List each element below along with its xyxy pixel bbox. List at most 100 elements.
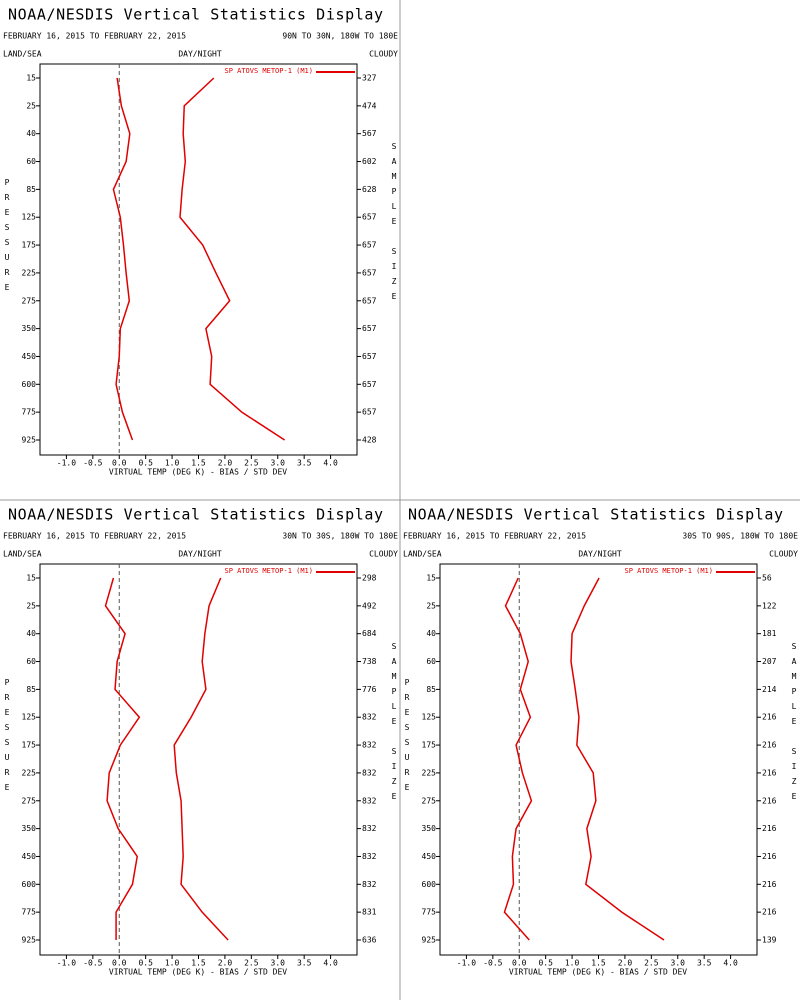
- y-tick-label: 60: [426, 657, 436, 666]
- x-tick-label: 4.0: [323, 459, 338, 468]
- sample-size: 298: [362, 574, 377, 583]
- sample-size: 832: [362, 713, 377, 722]
- sample-size: 214: [762, 685, 777, 694]
- sample-size: 684: [362, 629, 377, 638]
- sample-size: 832: [362, 852, 377, 861]
- y-tick-label: 175: [422, 741, 437, 750]
- x-tick-label: 0.0: [112, 459, 127, 468]
- subtitle: FEBRUARY 16, 2015 TO FEBRUARY 22, 2015: [3, 32, 186, 41]
- y-tick-label: 60: [26, 657, 36, 666]
- x-tick-label: 1.0: [165, 959, 180, 968]
- x-tick-label: 3.5: [297, 959, 312, 968]
- sample-size: 657: [362, 324, 377, 333]
- y-tick-label: 15: [26, 574, 36, 583]
- x-tick-label: 1.0: [165, 459, 180, 468]
- sample-size: 216: [762, 768, 777, 777]
- y-tick-label: 25: [26, 101, 36, 110]
- y-axis-label: PRESSURE: [3, 178, 12, 298]
- y-tick-label: 450: [22, 852, 37, 861]
- y-tick-label: 350: [22, 324, 37, 333]
- sample-size: 657: [362, 268, 377, 277]
- sample-size: 492: [362, 601, 377, 610]
- subtitle: FEBRUARY 16, 2015 TO FEBRUARY 22, 2015: [403, 532, 586, 541]
- sample-size: 776: [362, 685, 377, 694]
- series-line: [570, 577, 665, 941]
- x-tick-label: -1.0: [457, 959, 476, 968]
- y-tick-label: 85: [426, 685, 436, 694]
- sample-size: 628: [362, 185, 377, 194]
- series-line: [173, 577, 229, 941]
- sample-size: 832: [362, 824, 377, 833]
- cloudy: CLOUDY: [769, 550, 798, 559]
- x-tick-label: 0.5: [138, 459, 153, 468]
- sample-size: 139: [762, 936, 777, 945]
- x-tick-label: 1.0: [565, 959, 580, 968]
- sample-size: 327: [362, 74, 377, 83]
- day-night: DAY/NIGHT: [578, 550, 622, 559]
- x-tick-label: 1.5: [191, 959, 206, 968]
- sample-size: 657: [362, 241, 377, 250]
- y-tick-label: 85: [26, 685, 36, 694]
- y-tick-label: 775: [22, 408, 37, 417]
- subtitle: FEBRUARY 16, 2015 TO FEBRUARY 22, 2015: [3, 532, 186, 541]
- y-tick-label: 275: [422, 796, 437, 805]
- x-tick-label: 2.0: [618, 959, 633, 968]
- x-tick-label: -0.5: [483, 959, 502, 968]
- x-tick-label: 0.5: [138, 959, 153, 968]
- legend-label: SP ATOVS METOP-1 (M1): [224, 567, 313, 575]
- x-tick-label: 3.0: [271, 459, 286, 468]
- cloudy: CLOUDY: [369, 50, 398, 59]
- series-line: [112, 77, 134, 441]
- y-tick-label: 125: [22, 213, 37, 222]
- x-tick-label: 4.0: [323, 959, 338, 968]
- x-axis-label: VIRTUAL TEMP (DEG K) - BIAS / STD DEV: [109, 968, 287, 977]
- sample-size: 216: [762, 824, 777, 833]
- y-tick-label: 600: [22, 880, 37, 889]
- x-tick-label: 3.5: [297, 459, 312, 468]
- y-tick-label: 775: [22, 908, 37, 917]
- x-tick-label: 3.0: [271, 959, 286, 968]
- x-tick-label: 2.5: [244, 959, 259, 968]
- y-tick-label: 450: [22, 352, 37, 361]
- y-tick-label: 225: [422, 768, 437, 777]
- sample-size: 657: [362, 352, 377, 361]
- sample-size: 207: [762, 657, 777, 666]
- y-tick-label: 450: [422, 852, 437, 861]
- chart-title: NOAA/NESDIS Vertical Statistics Display: [8, 6, 384, 24]
- x-tick-label: 2.5: [644, 959, 659, 968]
- y-tick-label: 600: [22, 380, 37, 389]
- y2-axis-label: SAMPLE SIZE: [390, 642, 399, 807]
- series-line: [104, 577, 141, 940]
- x-tick-label: 2.0: [218, 459, 233, 468]
- sample-size: 657: [362, 213, 377, 222]
- y2-axis-label: SAMPLE SIZE: [790, 642, 799, 807]
- series-line: [503, 577, 533, 941]
- y-tick-label: 40: [26, 629, 36, 638]
- x-tick-label: -1.0: [57, 959, 76, 968]
- y-tick-label: 40: [26, 129, 36, 138]
- y-tick-label: 175: [22, 741, 37, 750]
- legend-label: SP ATOVS METOP-1 (M1): [624, 567, 713, 575]
- x-axis-label: VIRTUAL TEMP (DEG K) - BIAS / STD DEV: [109, 468, 287, 477]
- x-tick-label: 1.5: [191, 459, 206, 468]
- legend-label: SP ATOVS METOP-1 (M1): [224, 67, 313, 75]
- y-tick-label: 925: [422, 936, 437, 945]
- y-tick-label: 15: [26, 74, 36, 83]
- sample-size: 216: [762, 852, 777, 861]
- sample-size: 636: [362, 936, 377, 945]
- y-tick-label: 225: [22, 768, 37, 777]
- x-tick-label: 4.0: [723, 959, 738, 968]
- sample-size: 216: [762, 796, 777, 805]
- land-sea: LAND/SEA: [3, 550, 42, 559]
- sample-size: 428: [362, 436, 377, 445]
- y-tick-label: 85: [26, 185, 36, 194]
- y-tick-label: 60: [26, 157, 36, 166]
- sample-size: 832: [362, 796, 377, 805]
- chart-title: NOAA/NESDIS Vertical Statistics Display: [408, 506, 784, 524]
- x-tick-label: -0.5: [83, 959, 102, 968]
- sample-size: 567: [362, 129, 377, 138]
- y-tick-label: 925: [22, 436, 37, 445]
- day-night: DAY/NIGHT: [178, 550, 222, 559]
- x-tick-label: 2.0: [218, 959, 233, 968]
